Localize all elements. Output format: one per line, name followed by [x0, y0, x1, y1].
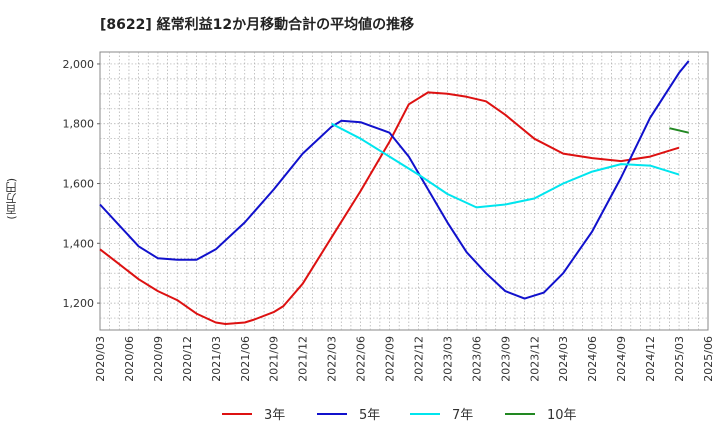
- x-tick-label: 2021/09: [268, 336, 281, 382]
- y-tick-label: 1,600: [63, 178, 95, 191]
- x-tick-label: 2025/03: [673, 336, 686, 382]
- series-line: [669, 127, 689, 134]
- x-tick-label: 2022/06: [355, 336, 368, 382]
- x-tick-label: 2023/06: [470, 336, 483, 382]
- legend-label: 3年: [264, 408, 285, 423]
- y-tick-label: 1,400: [63, 237, 95, 250]
- x-tick-label: 2020/03: [94, 336, 107, 382]
- chart-title: [8622] 経常利益12か月移動合計の平均値の推移: [100, 17, 415, 33]
- legend-label: 7年: [452, 408, 473, 423]
- series-line: [99, 60, 690, 300]
- series-lines: [99, 60, 690, 325]
- y-tick-label: 2,000: [63, 58, 95, 71]
- x-tick-label: 2024/06: [586, 336, 599, 382]
- x-tick-label: 2024/12: [644, 336, 657, 382]
- x-tick-label: 2022/09: [384, 336, 397, 382]
- x-tick-label: 2020/06: [123, 336, 136, 382]
- x-tick-label: 2021/03: [210, 336, 223, 382]
- x-tick-label: 2021/06: [239, 336, 252, 382]
- series-line: [331, 122, 680, 209]
- x-tick-label: 2023/03: [441, 336, 454, 382]
- x-tick-label: 2022/03: [326, 336, 339, 382]
- legend: 3年 5年 7年 10年: [222, 408, 577, 423]
- x-tick-label: 2023/12: [528, 336, 541, 382]
- y-tick-label: 1,200: [63, 297, 95, 310]
- plot-area: [99, 51, 709, 331]
- x-tick-label: 2021/12: [297, 336, 310, 382]
- x-tick-label: 2024/09: [615, 336, 628, 382]
- y-tick-label: 1,800: [63, 118, 95, 131]
- x-tick-label: 2024/03: [557, 336, 570, 382]
- x-tick-labels: 2020/03 2020/06 2020/09 2020/12 2021/03 2021/…: [94, 336, 715, 382]
- x-tick-label: 2022/12: [412, 336, 425, 382]
- x-tick-label: 2025/06: [702, 336, 715, 382]
- legend-label: 10年: [547, 408, 577, 423]
- x-tick-label: 2020/09: [152, 336, 165, 382]
- x-tick-label: 2020/12: [181, 336, 194, 382]
- series-line: [99, 91, 680, 325]
- y-tick-labels: 1,200 1,400 1,600 1,800 2,000: [63, 58, 100, 310]
- legend-label: 5年: [359, 408, 380, 423]
- gridlines: [100, 52, 708, 330]
- x-tick-label: 2023/09: [499, 336, 512, 382]
